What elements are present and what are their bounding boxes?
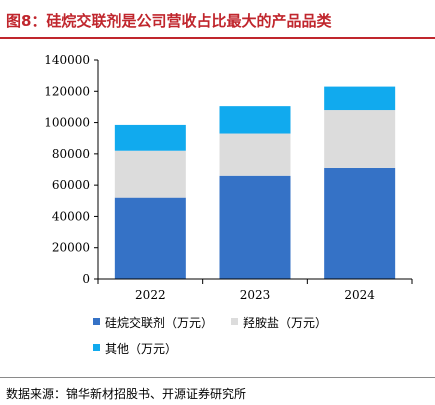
bar-segment-1 xyxy=(219,175,291,279)
y-tick-label: 120000 xyxy=(44,84,90,98)
bar-segment-3 xyxy=(219,106,291,134)
bar-segment-1 xyxy=(114,197,186,279)
legend-label: 其他（万元） xyxy=(105,342,177,356)
y-tick-label: 140000 xyxy=(44,53,90,67)
bar-segment-1 xyxy=(324,167,396,279)
stacked-bar-chart: 020000400006000080000100000120000140000 … xyxy=(44,53,413,356)
figure-title: 图8：硅烷交联剂是公司营收占比最大的产品品类 xyxy=(6,12,332,30)
legend-label: 羟胺盐（万元） xyxy=(243,315,327,330)
bar-segment-2 xyxy=(219,133,291,176)
legend-label: 硅烷交联剂（万元） xyxy=(105,315,213,330)
title-rule xyxy=(0,37,435,39)
x-tick-label: 2022 xyxy=(135,288,166,302)
x-tick-label: 2023 xyxy=(240,288,271,302)
x-tick-label: 2024 xyxy=(344,288,375,302)
x-axis: 2022 2023 2024 xyxy=(97,278,413,302)
y-tick-label: 60000 xyxy=(52,178,90,192)
source-note: 数据来源：锦华新材招股书、开源证券研究所 xyxy=(6,387,247,401)
bar-segment-3 xyxy=(324,86,396,111)
bars xyxy=(114,86,396,279)
bar-segment-2 xyxy=(114,150,186,198)
bar-segment-2 xyxy=(324,110,396,168)
legend-swatch xyxy=(93,318,100,325)
y-tick-label: 0 xyxy=(82,272,90,286)
y-tick-label: 100000 xyxy=(44,116,90,130)
y-tick-label: 40000 xyxy=(52,209,90,223)
source-rule xyxy=(0,377,435,378)
bar-segment-3 xyxy=(114,124,186,151)
y-axis: 0 20000 40000 60000 80000 100000 120000 140000 xyxy=(44,53,99,286)
figure-title-bar: 图8：硅烷交联剂是公司营收占比最大的产品品类 xyxy=(0,4,435,39)
y-tick-label: 20000 xyxy=(52,241,90,255)
legend-swatch xyxy=(231,318,238,325)
legend-swatch xyxy=(93,344,100,351)
y-tick-label: 80000 xyxy=(52,147,90,161)
legend: 硅烷交联剂（万元） 羟胺盐（万元） 其他（万元） xyxy=(93,315,327,356)
